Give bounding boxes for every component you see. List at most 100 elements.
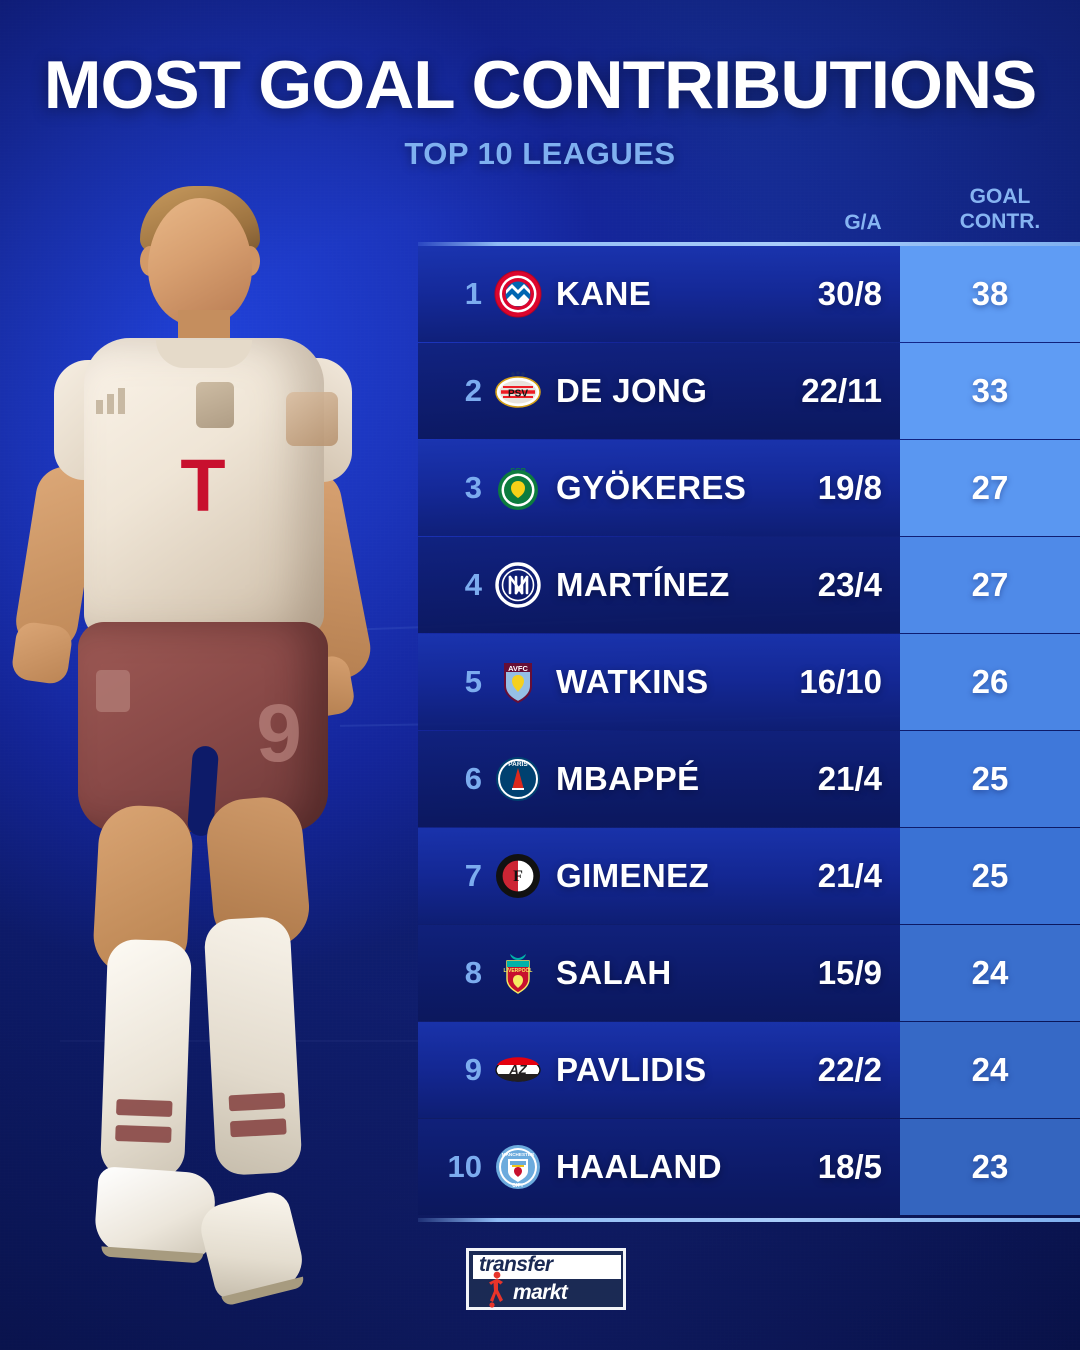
row-goals-assists: 15/9 — [817, 954, 882, 991]
svg-text:CITY: CITY — [512, 1183, 524, 1189]
liverpool-badge: LIVERPOOL — [494, 949, 542, 997]
table-row[interactable]: 2 PSV DE JONG 22/11 33 — [418, 343, 1080, 439]
row-main-cells: 3 SCP GYÖKERES 19/8 — [418, 440, 900, 536]
jersey-sponsor-logo: T — [180, 444, 226, 527]
row-goal-contributions: 27 — [971, 469, 1009, 506]
row-player-name: KANE — [556, 275, 652, 312]
row-goal-contributions: 26 — [971, 663, 1009, 700]
sock-stripe — [228, 1092, 286, 1112]
row-goals-assists: 18/5 — [817, 1148, 882, 1185]
row-rank: 8 — [464, 955, 482, 990]
boot-sole — [221, 1276, 306, 1307]
player-jersey-collar — [156, 340, 252, 368]
row-rank: 4 — [464, 567, 482, 602]
row-goal-contributions: 38 — [971, 275, 1009, 312]
row-player-name: MBAPPÉ — [556, 760, 700, 797]
row-goal-contributions: 23 — [971, 1148, 1009, 1185]
table-row[interactable]: 7 F GIMENEZ 21/4 25 — [418, 828, 1080, 924]
row-goal-contributions: 24 — [971, 1051, 1009, 1088]
shorts-number: 9 — [256, 688, 302, 779]
row-rank: 5 — [464, 664, 482, 699]
row-rank: 10 — [447, 1149, 482, 1184]
row-main-cells: 8 LIVERPOOL SALAH 15/9 — [418, 925, 900, 1021]
row-goals-assists: 16/10 — [799, 663, 882, 700]
column-header-gc-line2: CONTR. — [959, 210, 1041, 233]
column-header-gc-line1: GOAL — [969, 185, 1031, 208]
row-goal-contrib-cell: 38 — [900, 246, 1080, 342]
row-goal-contrib-cell: 33 — [900, 343, 1080, 439]
row-player-name: SALAH — [556, 954, 672, 991]
page-title: MOST GOAL CONTRIBUTIONS — [43, 47, 1038, 123]
svg-text:PARIS: PARIS — [508, 761, 528, 768]
sock-stripe — [116, 1098, 173, 1117]
row-goal-contrib-cell: 27 — [900, 537, 1080, 633]
player-head — [148, 198, 252, 326]
row-main-cells: 6 PARIS MBAPPÉ 21/4 — [418, 731, 900, 827]
table-row[interactable]: 8 LIVERPOOL SALAH 15/9 24 — [418, 925, 1080, 1021]
feyenoord-badge: F — [494, 852, 542, 900]
table-row[interactable]: 10 MANCHESTER CITY HAALAND 18/5 23 — [418, 1119, 1080, 1215]
sock-stripe — [229, 1118, 287, 1138]
svg-text:AVFC: AVFC — [508, 664, 528, 673]
svg-text:AZ: AZ — [508, 1062, 527, 1077]
player-sock-right — [203, 915, 303, 1177]
table-row[interactable]: 9 AZ PAVLIDIS 22/2 24 — [418, 1022, 1080, 1118]
psg-badge: PARIS — [494, 755, 542, 803]
svg-text:F: F — [513, 868, 523, 885]
table-row[interactable]: 3 SCP GYÖKERES 19/8 27 — [418, 440, 1080, 536]
jersey-club-crest — [196, 382, 234, 428]
row-rank: 6 — [464, 761, 482, 796]
row-goal-contributions: 33 — [971, 372, 1009, 409]
sock-stripe — [115, 1124, 172, 1143]
row-goal-contrib-cell: 27 — [900, 440, 1080, 536]
row-player-name: DE JONG — [556, 372, 708, 409]
row-goal-contrib-cell: 25 — [900, 731, 1080, 827]
row-rank: 1 — [464, 276, 482, 311]
row-rank: 3 — [464, 470, 482, 505]
row-goal-contributions: 27 — [971, 566, 1009, 603]
row-goals-assists: 22/2 — [817, 1051, 882, 1088]
row-player-name: WATKINS — [556, 663, 709, 700]
row-goals-assists: 23/4 — [817, 566, 882, 603]
row-main-cells: 2 PSV DE JONG 22/11 — [418, 343, 900, 439]
row-rank: 9 — [464, 1052, 482, 1087]
table-row[interactable]: 6 PARIS MBAPPÉ 21/4 25 — [418, 731, 1080, 827]
boot-sole — [100, 1246, 204, 1264]
row-rank: 7 — [464, 858, 482, 893]
page-subtitle: TOP 10 LEAGUES — [404, 136, 676, 171]
shorts-club-crest — [96, 670, 130, 712]
table-row[interactable]: 1 KANE 30/8 38 — [418, 246, 1080, 342]
column-header-ga: G/A — [844, 211, 882, 234]
player-boot-left — [93, 1165, 217, 1264]
header: MOST GOAL CONTRIBUTIONS TOP 10 LEAGUES — [0, 0, 1080, 172]
row-goals-assists: 22/11 — [801, 372, 882, 409]
table-column-headers: G/A GOAL CONTR. — [418, 180, 1080, 242]
inter-milan-badge — [494, 561, 542, 609]
column-header-goal-contributions: GOAL CONTR. — [900, 184, 1080, 234]
row-goal-contributions: 24 — [971, 954, 1009, 991]
jersey-sponsor-patch — [286, 392, 338, 446]
table-row[interactable]: 5 AVFC WATKINS 16/10 26 — [418, 634, 1080, 730]
svg-text:MANCHESTER: MANCHESTER — [502, 1152, 535, 1157]
row-main-cells: 5 AVFC WATKINS 16/10 — [418, 634, 900, 730]
table-row[interactable]: 4 MARTÍNEZ 23/4 27 — [418, 537, 1080, 633]
jersey-brand-icon — [96, 388, 132, 414]
row-goals-assists: 30/8 — [817, 275, 882, 312]
player-hand-left — [10, 620, 74, 686]
row-goal-contrib-cell: 24 — [900, 1022, 1080, 1118]
az-alkmaar-badge: AZ — [494, 1046, 542, 1094]
row-player-name: GYÖKERES — [556, 469, 747, 506]
sporting-cp-badge: SCP — [494, 464, 542, 512]
row-goal-contributions: 25 — [971, 857, 1009, 894]
row-main-cells: 9 AZ PAVLIDIS 22/2 — [418, 1022, 900, 1118]
table-body: 1 KANE 30/8 38 2 PSV DE JONG 22/11 33 3 SCP GYÖ… — [418, 246, 1080, 1216]
table-top-divider — [418, 242, 1080, 246]
row-player-name: HAALAND — [556, 1148, 722, 1185]
leaderboard-table: G/A GOAL CONTR. 1 KANE 30/8 38 2 PSV DE JON… — [418, 180, 1080, 1222]
aston-villa-badge: AVFC — [494, 658, 542, 706]
row-player-name: GIMENEZ — [556, 857, 710, 894]
row-goals-assists: 21/4 — [817, 857, 882, 894]
row-goal-contrib-cell: 23 — [900, 1119, 1080, 1215]
manchester-city-badge: MANCHESTER CITY — [494, 1143, 542, 1191]
row-goals-assists: 19/8 — [817, 469, 882, 506]
